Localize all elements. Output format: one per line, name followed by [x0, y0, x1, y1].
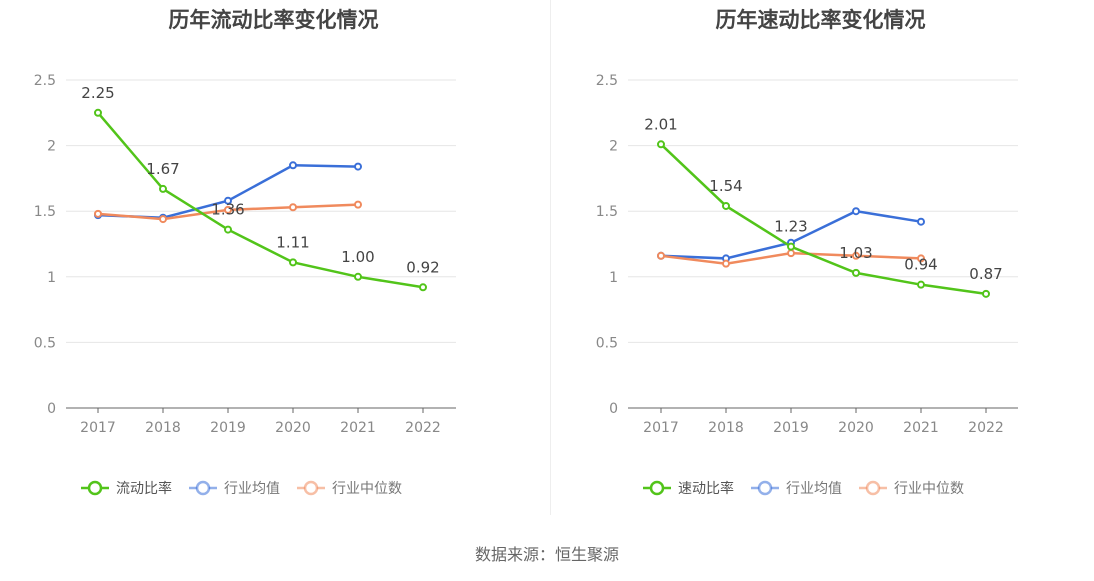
current-ratio-chart: 0 0.5 1 1.5 2 2.5 2017 2018 2019 2020 2021 2022 2.25… [34, 73, 456, 436]
y-tick-label: 1 [609, 270, 618, 286]
legend-item[interactable]: 行业中位数 [296, 478, 402, 498]
data-point [224, 205, 232, 214]
data-point [787, 242, 795, 251]
data-point [852, 251, 860, 260]
chart-title: 历年流动比率变化情况 [168, 8, 379, 32]
x-tick-label: 2019 [210, 420, 246, 436]
x-tick-label: 2021 [340, 420, 376, 436]
data-label: 1.67 [146, 160, 179, 178]
legend-swatch-icon [751, 480, 779, 496]
data-point [787, 249, 795, 258]
quick-ratio-panel: 历年速动比率变化情况 0 0.5 1 1.5 2 2.5 2017 2018 2019 2020 2… [547, 0, 1094, 520]
data-point [289, 161, 297, 170]
data-point [722, 259, 730, 268]
data-point [982, 289, 990, 298]
data-point [852, 268, 860, 277]
legend-label: 行业中位数 [332, 481, 402, 497]
x-tick-label: 2018 [145, 420, 181, 436]
x-tick-label: 2017 [643, 420, 679, 436]
data-point [94, 108, 102, 117]
y-tick-label: 2.5 [34, 73, 56, 89]
legend-marker [303, 480, 319, 496]
data-point [354, 272, 362, 281]
chart-title: 历年速动比率变化情况 [715, 8, 926, 32]
legend-marker [195, 480, 211, 496]
data-point [289, 203, 297, 212]
x-tick-label: 2017 [80, 420, 116, 436]
legend-item[interactable]: 行业均值 [188, 478, 280, 498]
x-tick-label: 2021 [903, 420, 939, 436]
data-point [917, 280, 925, 289]
data-label: 2.25 [81, 84, 114, 102]
legend-swatch-icon [297, 480, 325, 496]
legend-swatch-icon [643, 480, 671, 496]
chart-legend: 流动比率 行业均值 行业中位数 [80, 478, 418, 498]
legend-marker [757, 480, 773, 496]
data-label: 0.94 [904, 256, 937, 274]
y-tick-label: 0.5 [596, 335, 618, 351]
x-tick-label: 2022 [405, 420, 441, 436]
x-tick-label: 2020 [838, 420, 874, 436]
data-label: 1.36 [211, 201, 244, 219]
data-label: 1.03 [839, 244, 872, 262]
data-point [94, 209, 102, 218]
legend-swatch-icon [189, 480, 217, 496]
quick-ratio-chart: 0 0.5 1 1.5 2 2.5 2017 2018 2019 2020 2021 2022 2.01… [596, 73, 1018, 436]
panel-divider [550, 0, 551, 515]
legend-item[interactable]: 流动比率 [80, 478, 172, 498]
data-point [224, 225, 232, 234]
y-tick-label: 1.5 [34, 204, 56, 220]
data-point [159, 184, 167, 193]
data-label: 1.23 [774, 218, 807, 236]
y-tick-label: 2 [47, 139, 56, 155]
legend-marker [865, 480, 881, 496]
y-tick-label: 0.5 [34, 335, 56, 351]
data-source-footer: 数据来源：恒生聚源 [474, 545, 619, 564]
legend-item[interactable]: 行业均值 [750, 478, 842, 498]
x-tick-label: 2022 [968, 420, 1004, 436]
current-ratio-panel: 历年流动比率变化情况 0 0.5 1 1.5 2 2.5 2017 2018 2019 2020 2… [0, 0, 547, 520]
legend-item[interactable]: 行业中位数 [858, 478, 964, 498]
chart-legend: 速动比率 行业均值 行业中位数 [642, 478, 980, 498]
x-tick-label: 2018 [708, 420, 744, 436]
y-tick-label: 2 [609, 139, 618, 155]
data-label: 1.11 [276, 233, 309, 251]
legend-label: 速动比率 [678, 481, 734, 497]
data-point [917, 254, 925, 263]
y-tick-label: 0 [609, 401, 618, 417]
legend-swatch-icon [81, 480, 109, 496]
data-point [224, 196, 232, 205]
legend-marker [649, 480, 665, 496]
data-point [354, 200, 362, 209]
data-point [159, 215, 167, 224]
data-point [657, 140, 665, 149]
series-line [97, 111, 424, 289]
series-line [660, 143, 987, 296]
data-point [657, 251, 665, 260]
y-tick-label: 2.5 [596, 73, 618, 89]
legend-label: 行业均值 [224, 481, 280, 497]
data-point [419, 283, 427, 292]
legend-label: 行业中位数 [894, 481, 964, 497]
data-point [289, 258, 297, 267]
data-label: 1.54 [709, 177, 742, 195]
data-point [354, 162, 362, 171]
legend-item[interactable]: 速动比率 [642, 478, 734, 498]
y-tick-label: 0 [47, 401, 56, 417]
legend-marker [87, 480, 103, 496]
data-label: 1.00 [341, 248, 374, 266]
legend-swatch-icon [859, 480, 887, 496]
data-point [722, 201, 730, 210]
legend-label: 行业均值 [786, 481, 842, 497]
legend-label: 流动比率 [116, 481, 172, 497]
data-point [852, 207, 860, 216]
x-tick-label: 2019 [773, 420, 809, 436]
data-point [917, 217, 925, 226]
data-label: 0.92 [406, 258, 439, 276]
x-tick-label: 2020 [275, 420, 311, 436]
y-tick-label: 1.5 [596, 204, 618, 220]
y-tick-label: 1 [47, 270, 56, 286]
data-label: 2.01 [644, 115, 677, 133]
data-label: 0.87 [969, 265, 1002, 283]
